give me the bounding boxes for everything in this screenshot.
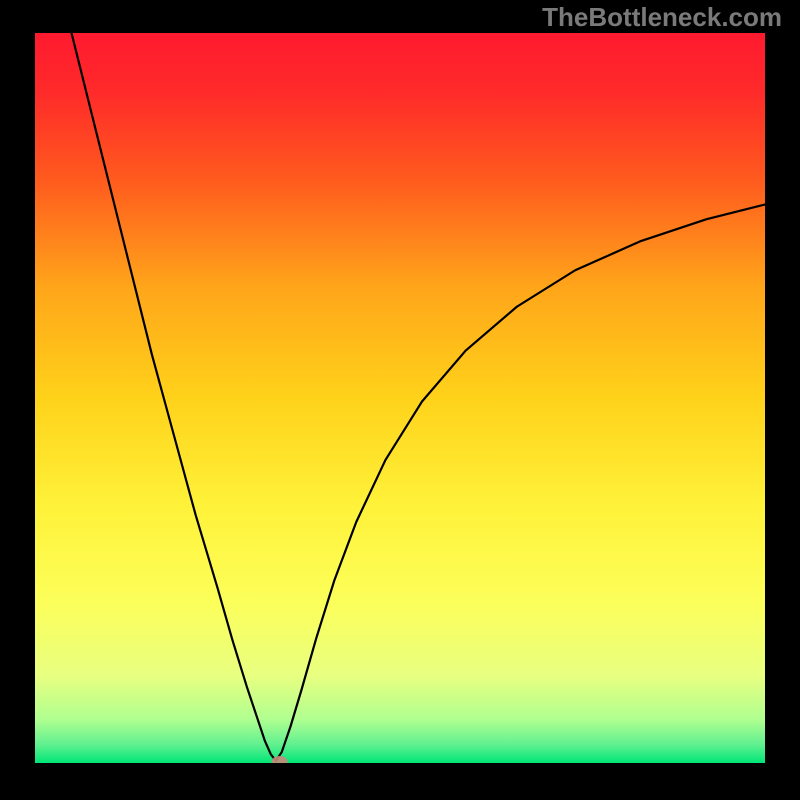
bottleneck-chart bbox=[35, 33, 765, 763]
plot-area bbox=[35, 33, 765, 763]
watermark-label: TheBottleneck.com bbox=[542, 2, 782, 33]
gradient-background bbox=[35, 33, 765, 763]
chart-frame: TheBottleneck.com bbox=[0, 0, 800, 800]
